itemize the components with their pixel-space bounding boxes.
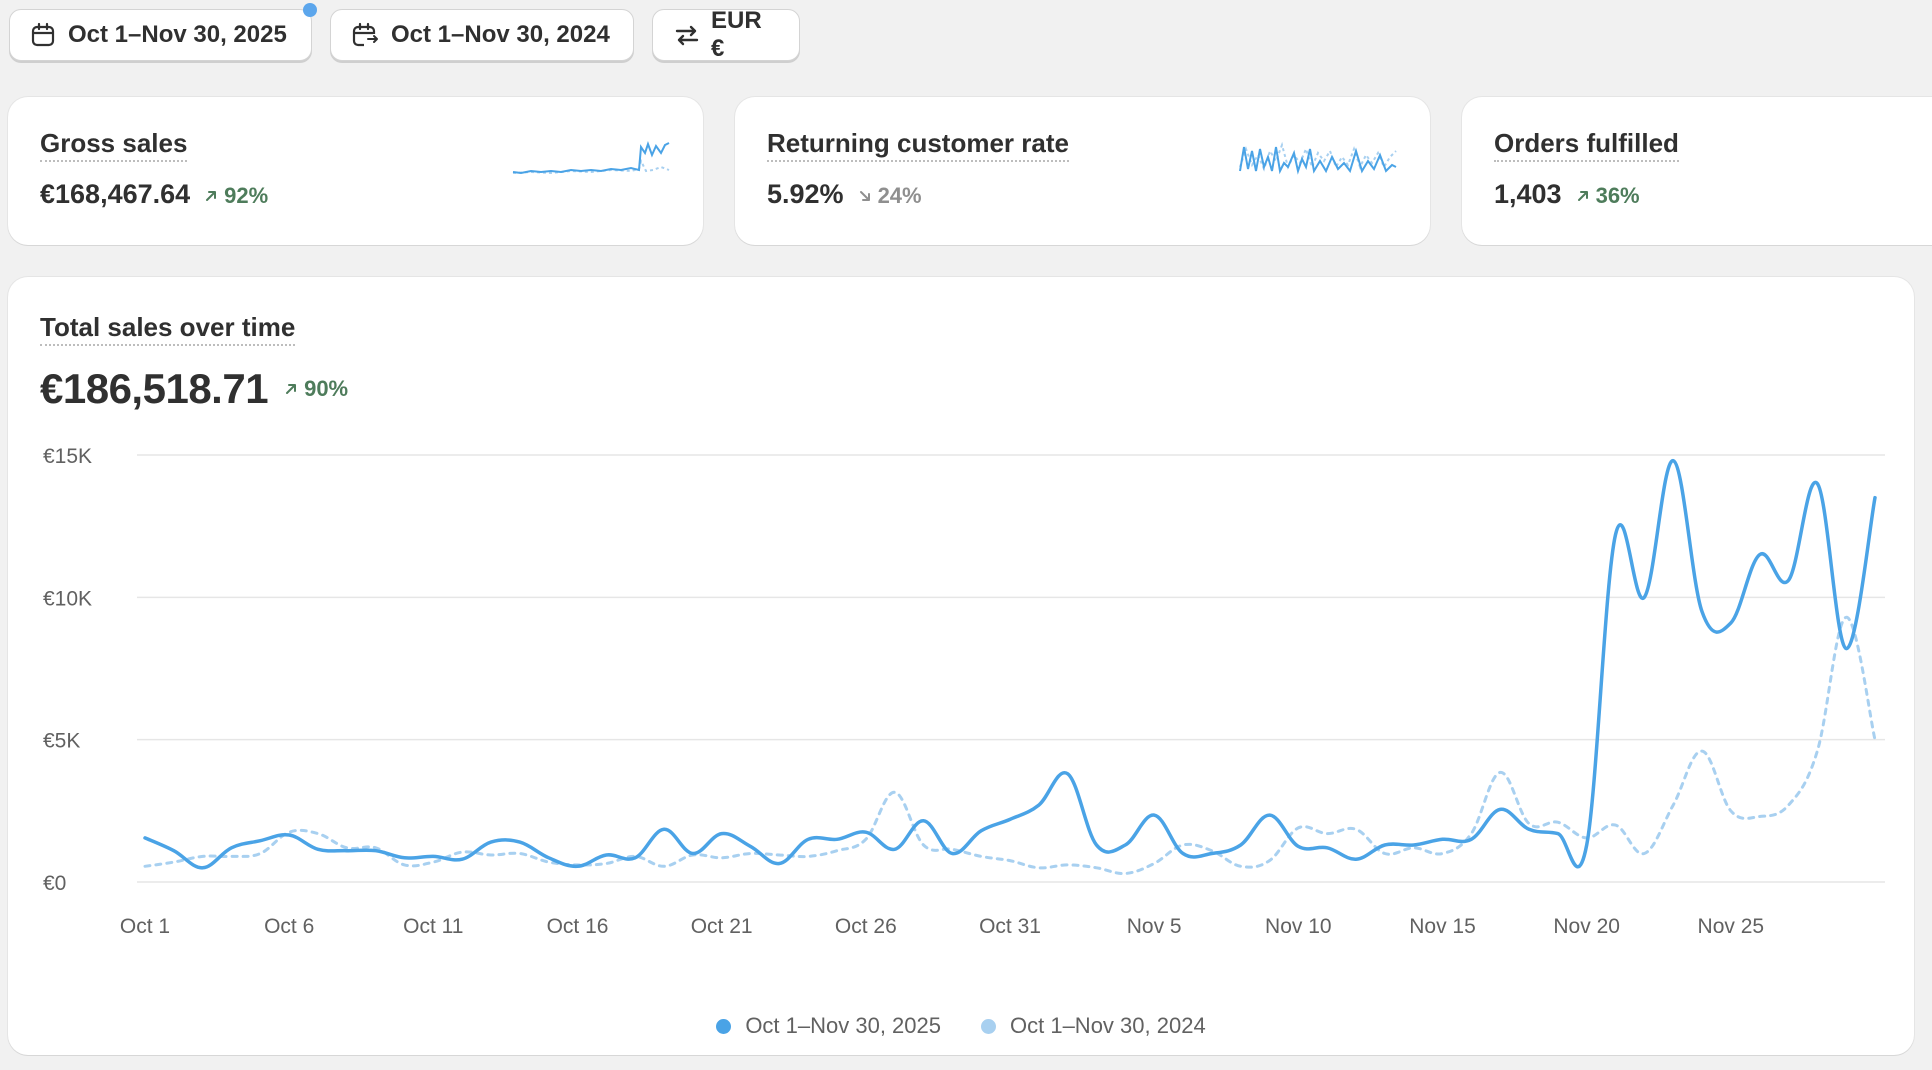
metric-value: €168,467.64	[40, 179, 191, 209]
metric-title: Returning customer rate	[767, 127, 1069, 162]
changed-indicator-dot	[303, 3, 317, 17]
legend-dot-current	[716, 1018, 732, 1034]
x-tick-label: Nov 10	[1265, 915, 1332, 938]
x-tick-label: Oct 31	[979, 915, 1041, 938]
legend-label-previous: Oct 1–Nov 30, 2024	[1010, 1013, 1206, 1038]
date-range-button[interactable]: Oct 1–Nov 30, 2025	[9, 9, 312, 61]
total-sales-line-chart[interactable]: €0 €5K €10K €15K Oct 1 Oct 6 Oct 11 Oct 16 Oct …	[8, 277, 1914, 1055]
legend-item-current[interactable]: Oct 1–Nov 30, 2025	[716, 1013, 941, 1039]
metric-value: 1,403	[1494, 179, 1562, 209]
legend-dot-previous	[981, 1018, 996, 1034]
x-tick-label: Oct 6	[264, 915, 314, 938]
y-tick-label: €0	[43, 872, 66, 895]
y-tick-label: €10K	[43, 587, 92, 610]
x-tick-label: Oct 26	[835, 915, 897, 938]
metric-delta-value: 92%	[224, 183, 269, 208]
x-tick-label: Oct 16	[547, 915, 609, 938]
y-tick-label: €5K	[43, 730, 80, 753]
arrow-up-right-icon	[206, 191, 217, 201]
x-tick-label: Oct 11	[403, 915, 463, 938]
metric-delta: 92%	[204, 183, 268, 209]
calendar-icon	[31, 22, 55, 47]
sparkline-gross-sales	[512, 140, 670, 175]
metric-title: Orders fulfilled	[1494, 127, 1679, 162]
legend-label-current: Oct 1–Nov 30, 2025	[745, 1013, 941, 1038]
compare-range-label: Oct 1–Nov 30, 2024	[391, 21, 610, 48]
currency-button[interactable]: EUR €	[652, 7, 800, 62]
compare-range-button[interactable]: Oct 1–Nov 30, 2024	[330, 9, 634, 61]
calendar-compare-icon	[352, 22, 378, 47]
series-line-current[interactable]	[143, 458, 1877, 870]
x-tick-label: Nov 15	[1409, 915, 1476, 938]
x-tick-label: Nov 20	[1553, 915, 1620, 938]
total-sales-card: Total sales over time €186,518.71 90% €0…	[8, 277, 1914, 1055]
metric-title: Gross sales	[40, 127, 188, 162]
y-tick-label: €15K	[43, 445, 92, 468]
chart-legend: Oct 1–Nov 30, 2025 Oct 1–Nov 30, 2024	[8, 1013, 1914, 1039]
series-line-previous[interactable]	[143, 615, 1877, 876]
total-sales-value: €186,518.71	[40, 365, 269, 412]
total-sales-delta-value: 90%	[304, 376, 349, 401]
metric-value: 5.92%	[767, 179, 844, 209]
metric-card-orders-fulfilled[interactable]: Orders fulfilled 1,403 36%	[1462, 97, 1932, 245]
metric-card-gross-sales[interactable]: Gross sales €168,467.64 92%	[8, 97, 703, 245]
x-tick-label: Oct 21	[691, 915, 753, 938]
metric-delta-value: 24%	[877, 183, 922, 208]
total-sales-delta: 90%	[284, 376, 348, 402]
metric-card-returning-customer-rate[interactable]: Returning customer rate 5.92% 24%	[735, 97, 1430, 245]
x-tick-label: Oct 1	[120, 915, 170, 938]
arrow-up-right-icon	[1577, 191, 1588, 201]
sparkline-returning-customer-rate	[1239, 141, 1397, 175]
swap-arrows-icon	[675, 25, 699, 46]
metric-delta-value: 36%	[1595, 183, 1640, 208]
metric-delta: 24%	[858, 183, 922, 209]
x-tick-label: Nov 5	[1127, 915, 1182, 938]
date-range-label: Oct 1–Nov 30, 2025	[68, 21, 287, 48]
legend-item-previous[interactable]: Oct 1–Nov 30, 2024	[981, 1013, 1206, 1039]
arrow-up-right-icon	[286, 384, 297, 394]
chart-title[interactable]: Total sales over time	[40, 311, 296, 346]
x-tick-label: Nov 25	[1698, 915, 1765, 938]
arrow-down-right-icon	[859, 191, 870, 201]
metric-delta: 36%	[1576, 183, 1640, 209]
currency-label: EUR €	[711, 7, 762, 62]
